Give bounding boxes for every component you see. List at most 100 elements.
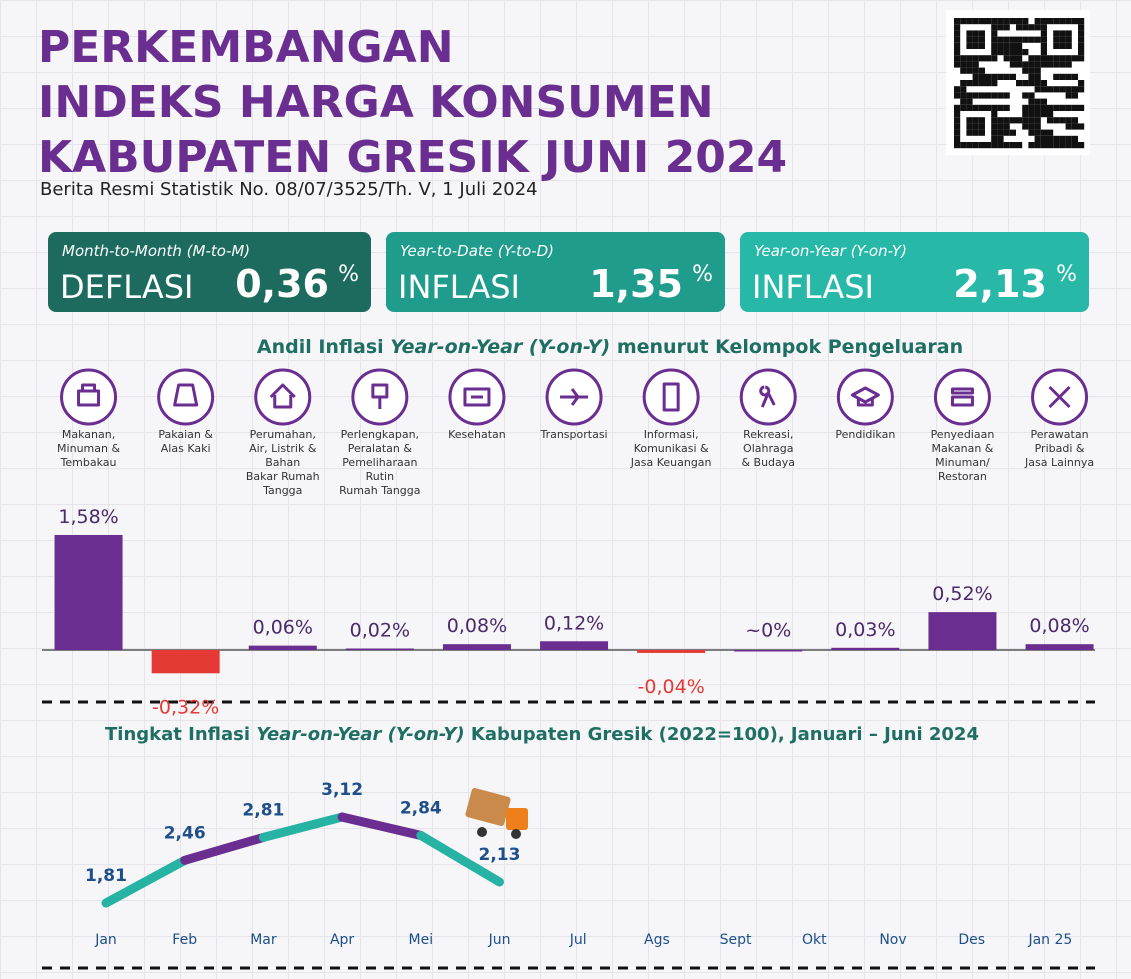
qr-cell (972, 73, 979, 80)
x-tick-label: Jun (488, 932, 511, 948)
qr-cell (1003, 104, 1010, 111)
qr-cell (966, 92, 973, 99)
qr-cell (1053, 104, 1060, 111)
qr-cell (1003, 92, 1010, 99)
icon-glyph (1048, 385, 1071, 409)
qr-cell (1022, 36, 1029, 43)
card-value: 0,36 (235, 262, 329, 306)
category-icon (739, 368, 797, 426)
qr-cell (1040, 24, 1047, 31)
qr-cell (1009, 49, 1016, 56)
icon-glyph (371, 383, 389, 409)
line-segment (101, 855, 190, 908)
value-label: 0,08% (1029, 615, 1089, 637)
bar (248, 645, 317, 650)
bar (831, 647, 900, 650)
qr-cell (954, 42, 961, 49)
icon-glyph (269, 383, 296, 409)
qr-cell (972, 92, 979, 99)
qr-cell (991, 142, 998, 149)
qr-cell (960, 86, 967, 93)
qr-cell (1028, 92, 1035, 99)
qr-cell (954, 92, 961, 99)
qr-cell (1071, 142, 1078, 149)
qr-cell (1065, 61, 1072, 68)
qr-cell (1009, 55, 1016, 62)
point-label: 1,81 (85, 866, 127, 886)
qr-cell (966, 98, 973, 105)
bar (345, 648, 414, 651)
category-label: Informasi, Komunikasi & Jasa Keuangan (630, 428, 712, 469)
qr-cell (1034, 142, 1041, 149)
icon-glyph (463, 387, 491, 407)
icon-glyph (850, 386, 880, 407)
qr-cell (1003, 42, 1010, 49)
qr-cell (997, 123, 1004, 130)
qr-cell (1071, 135, 1078, 142)
qr-cell (1040, 49, 1047, 56)
qr-cell (978, 80, 985, 87)
qr-cell (978, 36, 985, 43)
qr-cell (978, 104, 985, 111)
qr-cell (1053, 30, 1060, 37)
qr-cell (954, 49, 961, 56)
qr-cell (985, 104, 992, 111)
card-label: Month-to-Month (M-to-M) (62, 242, 251, 260)
qr-cell (1065, 92, 1072, 99)
qr-cell (954, 129, 961, 136)
qr-cell (1040, 135, 1047, 142)
x-tick-label: Mar (250, 932, 277, 948)
category-icon (448, 368, 506, 426)
icon-ring (739, 368, 797, 426)
point-label: 2,84 (400, 798, 442, 818)
qr-pattern (954, 18, 1085, 149)
qr-cell (1022, 104, 1029, 111)
bar (540, 641, 609, 650)
qr-cell (1022, 49, 1029, 56)
category-icon (642, 368, 700, 426)
qr-cell (954, 104, 961, 111)
qr-cell (1016, 36, 1023, 43)
qr-cell (1003, 49, 1010, 56)
qr-cell (954, 36, 961, 43)
qr-cell (1053, 73, 1060, 80)
qr-cell (991, 92, 998, 99)
qr-cell (1071, 92, 1078, 99)
qr-cell (1053, 142, 1060, 149)
qr-cell (1016, 55, 1023, 62)
qr-cell (997, 135, 1004, 142)
qr-cell (1028, 142, 1035, 149)
qr-cell (1028, 55, 1035, 62)
qr-cell (1040, 80, 1047, 87)
point-label: 2,81 (242, 800, 284, 820)
icon-ring (157, 368, 215, 426)
qr-cell (1016, 61, 1023, 68)
qr-cell (1059, 36, 1066, 43)
line-segment (258, 812, 347, 842)
qr-cell (1028, 73, 1035, 80)
qr-cell (1065, 73, 1072, 80)
x-tick-label: Apr (330, 932, 354, 948)
qr-cell (960, 18, 967, 25)
qr-cell (1047, 86, 1054, 93)
qr-cell (991, 55, 998, 62)
qr-cell (1040, 61, 1047, 68)
qr-cell (1078, 42, 1085, 49)
qr-cell (1059, 117, 1066, 124)
qr-cell (1022, 117, 1029, 124)
qr-cell (1047, 142, 1054, 149)
qr-cell (985, 18, 992, 25)
category-label: Pakaian & Alas Kaki (158, 428, 213, 455)
qr-cell (1059, 55, 1066, 62)
qr-cell (1003, 73, 1010, 80)
qr-cell (1003, 24, 1010, 31)
qr-cell (1040, 111, 1047, 118)
qr-cell (1065, 30, 1072, 37)
value-label: 1,58% (58, 506, 118, 528)
category-label: Kesehatan (448, 428, 506, 441)
qr-cell (1022, 80, 1029, 87)
qr-cell (1053, 36, 1060, 43)
card-unit: % (1056, 262, 1077, 287)
qr-cell (1065, 117, 1072, 124)
qr-cell (997, 49, 1004, 56)
